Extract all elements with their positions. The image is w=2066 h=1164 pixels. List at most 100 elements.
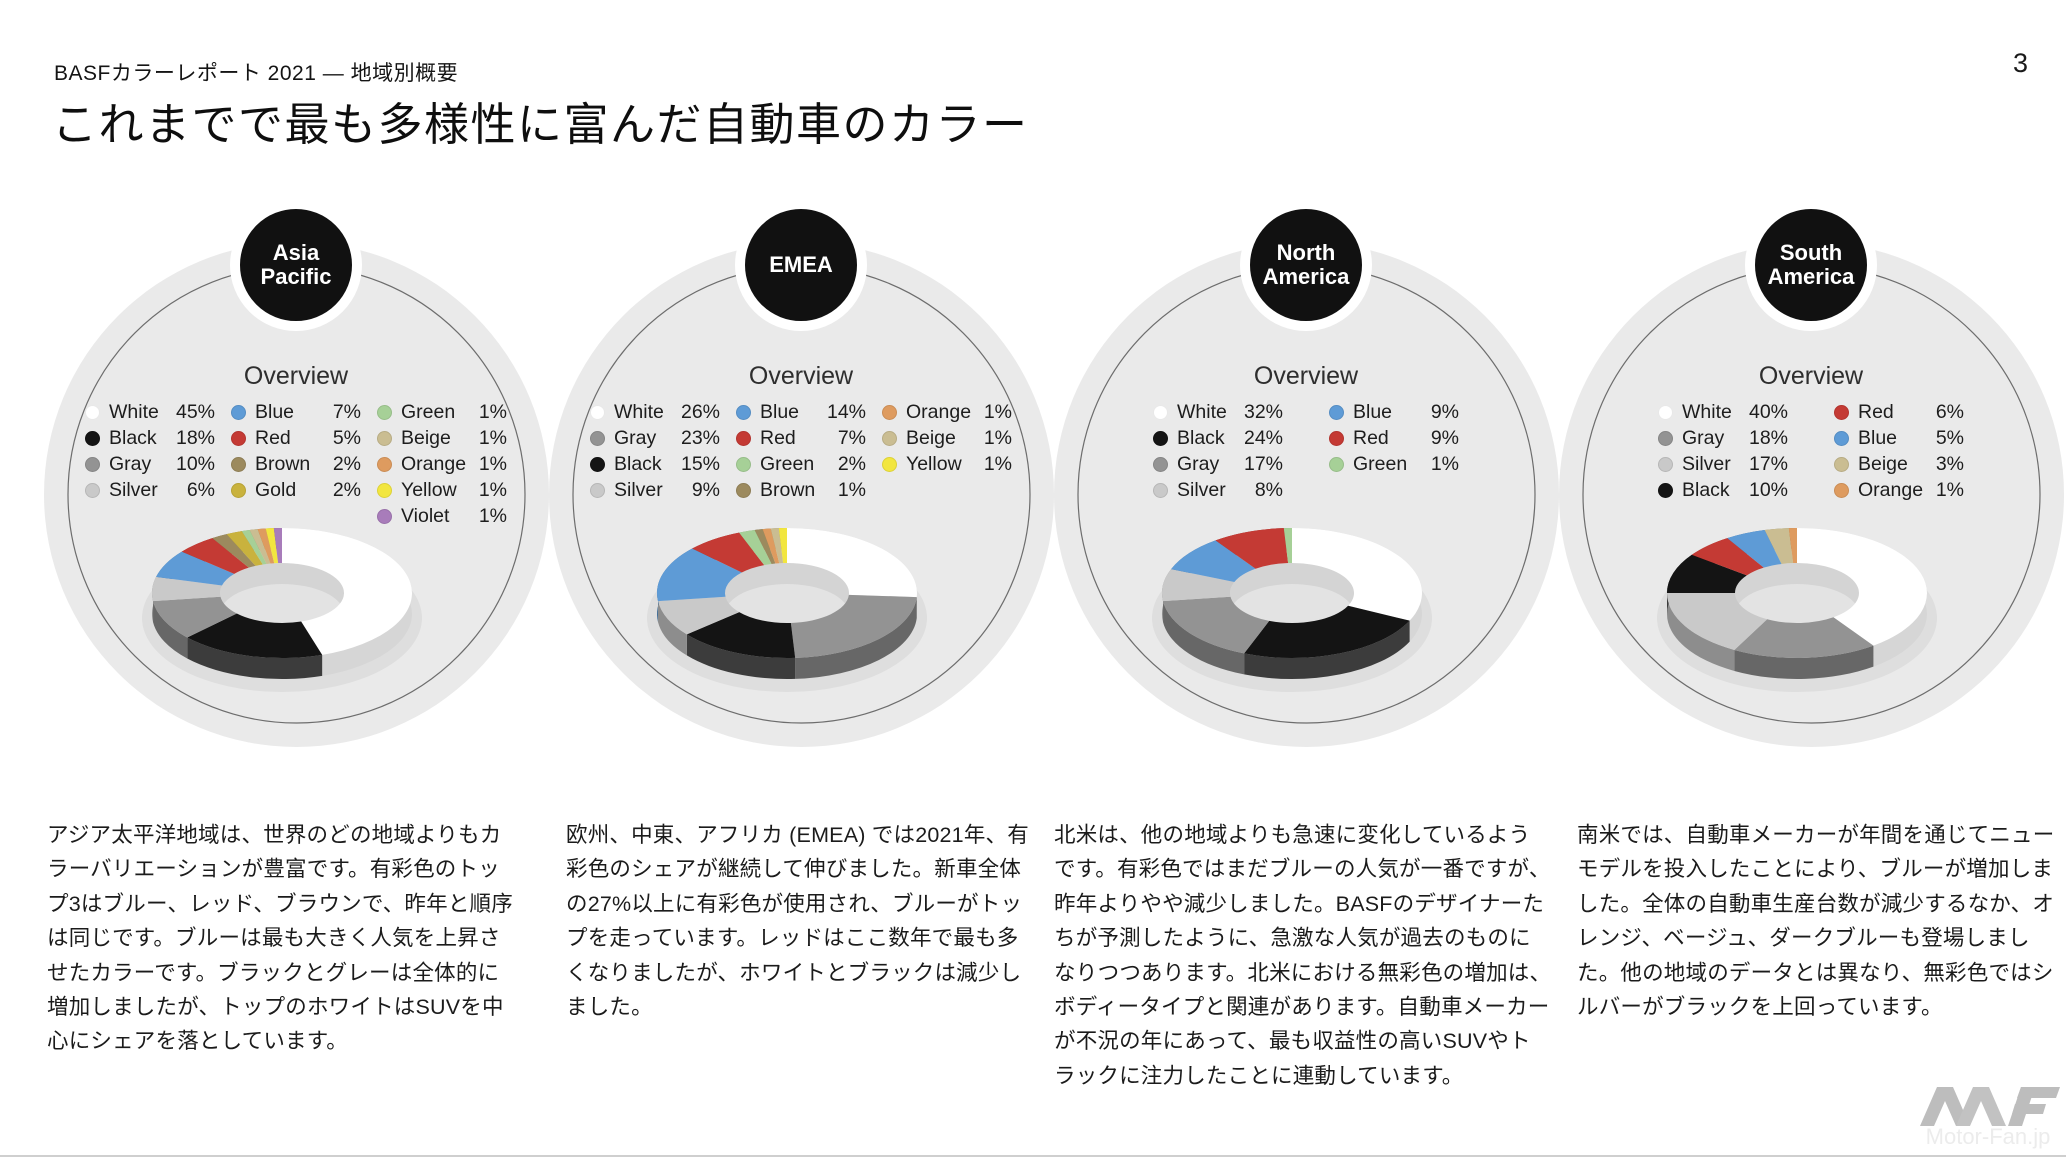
donut-slice-green (1283, 528, 1292, 564)
blue-swatch-icon (1834, 430, 1849, 446)
legend-value: 18% (175, 426, 215, 449)
legend-label: Black (1177, 426, 1225, 449)
legend-value: 7% (837, 426, 866, 449)
donut-chart-emea (646, 528, 927, 692)
legend-item-gray: Gray 10% (85, 452, 215, 475)
region-description-north-america: 北米は、他の地域よりも急速に変化しているようです。有彩色ではまだブルーの人気が一… (1054, 823, 1552, 1088)
legend-value: 1% (478, 426, 507, 449)
legend-item-white: White 32% (1153, 400, 1283, 423)
region-badge-south-america: South America (1745, 199, 1877, 331)
beige-swatch-icon (377, 430, 392, 446)
legend-item-green: Green 2% (736, 452, 866, 475)
legend-value: 1% (983, 426, 1012, 449)
legend-item-orange: Orange 1% (1834, 479, 1964, 501)
legend-label: Black (614, 452, 662, 475)
donut-slice-orange (257, 528, 274, 564)
donut-slice-black (686, 612, 795, 658)
legend-item-orange: Orange 1% (377, 452, 507, 475)
orange-swatch-icon (882, 404, 897, 420)
legend-value: 1% (837, 478, 866, 501)
donut-slice-brown (211, 534, 256, 568)
brown-swatch-icon (231, 456, 246, 472)
legend-label: Beige (1858, 452, 1908, 475)
legend-value: 1% (478, 400, 507, 423)
legend-label: Orange (906, 400, 972, 423)
donut-slice-yellow (265, 528, 278, 564)
blue-swatch-icon (736, 404, 751, 420)
donut-slice-orange (762, 528, 779, 564)
legend-item-red: Red 6% (1834, 401, 1964, 423)
legend-item-blue: Blue 5% (1834, 426, 1964, 449)
donut-slice-white (281, 528, 412, 655)
legend-item-gold: Gold 2% (231, 478, 361, 501)
white-swatch-icon (1153, 404, 1168, 420)
legend-value: 1% (983, 400, 1012, 423)
yellow-swatch-icon (377, 482, 392, 498)
legend-label: Black (109, 426, 157, 449)
white-swatch-icon (1658, 404, 1673, 420)
donut-slice-black (1666, 554, 1747, 593)
legend-item-black: Black 15% (590, 452, 720, 475)
legend-label: Violet (401, 504, 450, 527)
legend-value: 2% (332, 478, 361, 501)
region-name: Asia Pacific (260, 240, 332, 289)
region-name: North America (1262, 240, 1350, 289)
legend-item-silver: Silver 9% (590, 479, 720, 501)
green-swatch-icon (736, 456, 751, 472)
legend-label: White (614, 400, 664, 423)
black-swatch-icon (590, 456, 605, 472)
legend-label: Silver (1177, 478, 1226, 501)
legend-item-white: White 40% (1658, 401, 1788, 423)
legend-value: 9% (1430, 426, 1459, 449)
donut-slice-black (1243, 605, 1410, 658)
legend-label: Green (760, 452, 815, 475)
legend-label: Silver (109, 478, 158, 501)
gray-swatch-icon (1658, 430, 1673, 446)
donut-slice-gray (1162, 596, 1269, 654)
legend-value: 10% (175, 452, 215, 475)
chart-legend-north-america: White 32% Black 24% Gray 17% Silver 8% Blue 9% Red… (1054, 400, 1559, 501)
legend-item-red: Red 5% (231, 427, 361, 449)
legend-value: 5% (1935, 426, 1964, 449)
legend-column: Blue 7% Red 5% Brown 2% Gold 2% (231, 401, 361, 526)
red-swatch-icon (1329, 430, 1344, 446)
legend-item-blue: Blue 7% (231, 401, 361, 423)
region-asia-pacific: Asia Pacific Overview White 45% Black 18% Gray… (43, 199, 549, 747)
legend-label: Orange (401, 452, 467, 475)
donut-slice-blue (155, 551, 234, 586)
legend-value: 3% (1935, 452, 1964, 475)
region-north-america: North America Overview White 32% Black 24% Gra… (1053, 199, 1559, 747)
legend-label: Green (401, 400, 456, 423)
donut-slice-beige (770, 528, 783, 564)
donut-slice-silver (151, 576, 222, 602)
silver-swatch-icon (85, 482, 100, 498)
legend-value: 1% (983, 452, 1012, 475)
legend-item-green: Green 1% (1329, 453, 1459, 475)
orange-swatch-icon (377, 456, 392, 472)
legend-label: Gray (614, 426, 657, 449)
legend-column: White 26% Gray 23% Black 15% Silver 9% (590, 400, 720, 501)
legend-label: Blue (1353, 400, 1393, 423)
legend-item-beige: Beige 1% (377, 426, 507, 449)
legend-item-silver: Silver 6% (85, 478, 215, 501)
donut-slice-gray (152, 596, 237, 638)
legend-value: 9% (1430, 400, 1459, 423)
orange-swatch-icon (1834, 482, 1849, 498)
donut-slice-green (738, 530, 772, 566)
black-swatch-icon (85, 430, 100, 446)
black-swatch-icon (1153, 430, 1168, 446)
region-emea: EMEA Overview White 26% Gray 23% Black 15% Silve… (548, 199, 1054, 747)
legend-value: 26% (680, 400, 720, 423)
legend-value: 2% (837, 452, 866, 475)
chart-legend-asia-pacific: White 45% Black 18% Gray 10% Silver 6% Blue 7% Red… (44, 400, 549, 527)
legend-value: 23% (680, 426, 720, 449)
legend-label: White (1177, 400, 1227, 423)
yellow-swatch-icon (882, 456, 897, 472)
donut-slice-red (691, 532, 764, 573)
legend-value: 1% (478, 504, 507, 527)
donut-slice-blue (1726, 530, 1782, 568)
legend-label: Red (760, 426, 796, 449)
legend-item-orange: Orange 1% (882, 400, 1012, 423)
legend-column: White 32% Black 24% Gray 17% Silver 8% (1153, 400, 1283, 501)
overview-label: Overview (243, 362, 349, 390)
